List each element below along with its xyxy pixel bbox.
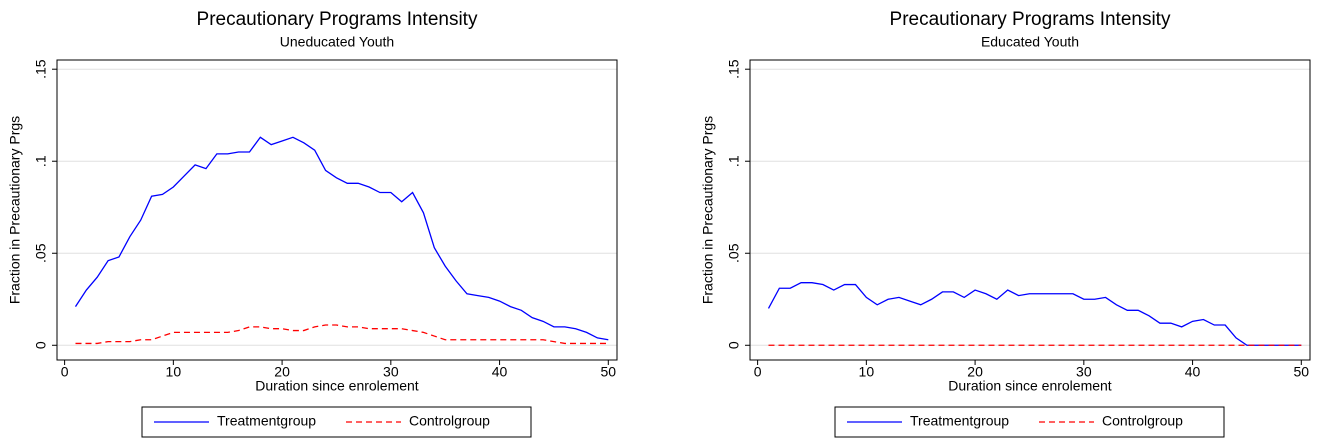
plot-frame bbox=[749, 59, 1311, 361]
legend-label: Controlgroup bbox=[409, 413, 490, 429]
x-tick-label: 20 bbox=[967, 364, 983, 380]
y-tick-label: .05 bbox=[726, 243, 742, 263]
x-tick-label: 10 bbox=[859, 364, 875, 380]
y-axis-label: Fraction in Precautionary Prgs bbox=[7, 116, 23, 304]
y-tick-label: .1 bbox=[33, 155, 49, 167]
series-line bbox=[75, 324, 609, 345]
legend-label: Controlgroup bbox=[1102, 413, 1183, 429]
y-tick-label: .15 bbox=[33, 59, 49, 79]
y-tick-label: .05 bbox=[33, 243, 49, 263]
x-tick-label: 10 bbox=[166, 364, 182, 380]
y-tick-label: .15 bbox=[726, 59, 742, 79]
chart-title: Precautionary Programs Intensity bbox=[197, 9, 478, 30]
x-axis-label: Duration since enrolement bbox=[255, 378, 419, 394]
series-line bbox=[767, 282, 1302, 346]
chart-subtitle: Uneducated Youth bbox=[280, 34, 394, 50]
x-tick-label: 50 bbox=[601, 364, 617, 380]
legend-label: Treatmentgroup bbox=[910, 413, 1009, 429]
y-axis-label: Fraction in Precautionary Prgs bbox=[700, 116, 716, 304]
x-tick-label: 40 bbox=[492, 364, 508, 380]
legend-label: Treatmentgroup bbox=[217, 413, 316, 429]
chart-title: Precautionary Programs Intensity bbox=[890, 9, 1171, 30]
y-tick-label: 0 bbox=[33, 341, 49, 349]
chart-subtitle: Educated Youth bbox=[981, 34, 1079, 50]
y-tick-label: 0 bbox=[726, 341, 742, 349]
x-tick-label: 30 bbox=[383, 364, 399, 380]
x-tick-label: 20 bbox=[274, 364, 290, 380]
x-tick-label: 0 bbox=[61, 364, 69, 380]
x-tick-label: 50 bbox=[1294, 364, 1310, 380]
x-tick-label: 0 bbox=[754, 364, 762, 380]
plot-frame bbox=[56, 59, 618, 361]
x-axis-label: Duration since enrolement bbox=[948, 378, 1112, 394]
x-tick-label: 40 bbox=[1185, 364, 1201, 380]
x-tick-label: 30 bbox=[1076, 364, 1092, 380]
series-line bbox=[74, 136, 609, 341]
y-tick-label: .1 bbox=[726, 155, 742, 167]
